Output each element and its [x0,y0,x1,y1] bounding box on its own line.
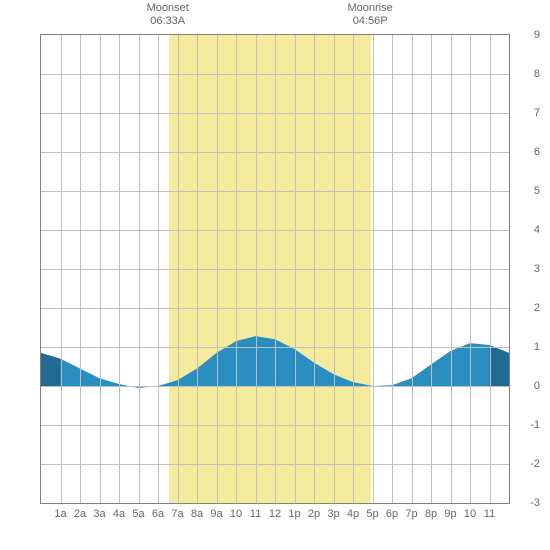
grid-line-h [41,347,509,348]
x-tick-label: 1a [54,508,66,520]
x-tick-label: 9p [444,508,456,520]
y-tick-label: -3 [510,497,540,509]
y-tick-label: 9 [510,29,540,41]
grid-line-h [41,152,509,153]
x-tick-label: 11 [484,508,495,520]
y-axis: -3-2-10123456789 [510,34,544,504]
moon-event-time: 04:56P [348,15,393,28]
x-tick-label: 5p [366,508,378,520]
x-tick-label: 8a [191,508,203,520]
x-tick-label: 6a [152,508,164,520]
grid-line-h [41,386,509,387]
x-tick-label: 2p [308,508,320,520]
grid-line-h [41,191,509,192]
moon-event-time: 06:33A [147,15,189,28]
y-tick-label: 5 [510,185,540,197]
moon-event-labels: Moonset06:33A Moonrise04:56P [0,0,550,34]
moonset-label: Moonset06:33A [147,2,189,28]
x-tick-label: 4a [113,508,125,520]
moonrise-label: Moonrise04:56P [348,2,393,28]
x-tick-label: 11 [250,508,261,520]
x-tick-label: 3a [93,508,105,520]
x-tick-label: 10 [230,508,242,520]
plot-area [40,34,510,504]
x-axis: 1a 2a 3a 4a 5a 6a 7a 8a 9a 10 11 12 1p 2p 3p 4p 5p 6p 7p 8p… [40,506,510,526]
y-tick-label: 1 [510,341,540,353]
y-tick-label: 7 [510,107,540,119]
x-tick-label: 10 [464,508,476,520]
x-tick-label: 4p [347,508,359,520]
y-tick-label: 0 [510,380,540,392]
tide-chart: Moonset06:33AMoonrise04:56P -3-2-1012345… [0,0,550,550]
y-tick-label: 8 [510,68,540,80]
x-tick-label: 3p [327,508,339,520]
x-tick-label: 7p [405,508,417,520]
y-tick-label: 3 [510,263,540,275]
x-tick-label: 8p [425,508,437,520]
x-tick-label: 6p [386,508,398,520]
x-tick-label: 5a [132,508,144,520]
x-tick-label: 1p [288,508,300,520]
grid-line-h [41,230,509,231]
grid-line-h [41,464,509,465]
grid-line-h [41,308,509,309]
x-tick-label: 9a [210,508,222,520]
grid-line-h [41,269,509,270]
y-tick-label: 4 [510,224,540,236]
grid-line-h [41,113,509,114]
moon-event-name: Moonrise [348,2,393,15]
y-tick-label: 6 [510,146,540,158]
grid-line-h [41,425,509,426]
y-tick-label: 2 [510,302,540,314]
y-tick-label: -1 [510,419,540,431]
moon-event-name: Moonset [147,2,189,15]
grid-line-h [41,74,509,75]
y-tick-label: -2 [510,458,540,470]
x-tick-label: 2a [74,508,86,520]
x-tick-label: 12 [269,508,281,520]
x-tick-label: 7a [171,508,183,520]
